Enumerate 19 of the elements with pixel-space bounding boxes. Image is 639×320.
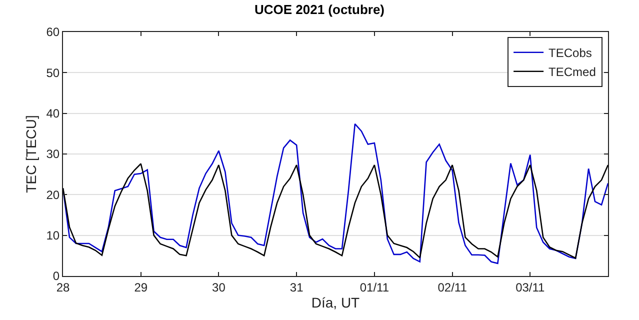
x-tick-label: 02/11: [438, 280, 468, 294]
y-tick-label: 30: [46, 147, 60, 162]
y-tick-label: 60: [46, 25, 60, 40]
x-tick-label: 31: [290, 280, 304, 294]
y-axis-title: TEC [TECU]: [22, 115, 39, 193]
x-tick-label: 03/11: [516, 280, 546, 294]
x-tick-label: 01/11: [360, 280, 390, 294]
y-tick-label: 40: [46, 106, 60, 121]
line-series: [63, 163, 608, 259]
x-axis-title: Día, UT: [311, 294, 360, 311]
x-tick-label: 30: [212, 280, 226, 294]
chart-title: UCOE 2021 (octubre): [254, 2, 385, 17]
y-tick-label: 50: [46, 66, 60, 80]
legend-label: TECobs: [548, 46, 592, 60]
legend-label: TECmed: [548, 65, 596, 80]
line-series: [63, 123, 608, 264]
x-tick-label: 29: [134, 280, 148, 294]
y-tick-label: 10: [46, 228, 60, 243]
y-tick-label: 20: [46, 188, 60, 202]
